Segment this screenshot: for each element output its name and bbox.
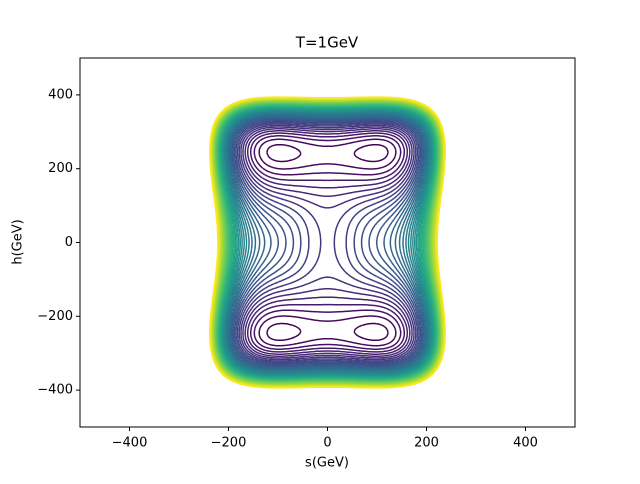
- contour-line: [209, 96, 446, 389]
- contour-line: [228, 115, 427, 370]
- x-tick-label: −400: [112, 436, 148, 451]
- y-axis-label: h(GeV): [11, 219, 26, 264]
- x-tick-label: 400: [513, 436, 538, 451]
- contour-line: [223, 109, 432, 376]
- contour-line: [266, 143, 389, 342]
- contour-line: [238, 123, 417, 362]
- contour-line: [224, 110, 431, 375]
- y-tick-label: −200: [37, 309, 73, 324]
- y-tick-label: 200: [48, 161, 73, 176]
- x-axis-label: s(GeV): [305, 456, 349, 471]
- y-tick-label: 0: [65, 235, 73, 250]
- contour-line: [258, 138, 397, 347]
- contour-line: [236, 121, 419, 364]
- contour-line: [235, 120, 420, 365]
- contour-group: [209, 96, 446, 389]
- chart-title: T=1GeV: [295, 34, 359, 52]
- y-tick-label: −400: [37, 383, 73, 398]
- contour-line: [226, 113, 429, 372]
- contour-line: [220, 107, 435, 378]
- contour-line: [224, 111, 431, 374]
- contour-line: [233, 119, 422, 366]
- x-tick-label: 0: [323, 436, 331, 451]
- contour-line: [225, 112, 430, 373]
- contour-line: [240, 124, 415, 361]
- y-tick-label: 400: [48, 87, 73, 102]
- contour-line: [227, 114, 428, 371]
- contour-line: [213, 100, 442, 385]
- contour-line: [242, 126, 413, 359]
- contour-line: [249, 132, 406, 353]
- contour-line: [232, 118, 423, 367]
- contour-line: [220, 106, 435, 379]
- contour-line: [246, 130, 409, 355]
- contour-line: [215, 103, 440, 382]
- x-tick-label: 200: [414, 436, 439, 451]
- x-tick-label: −200: [211, 436, 247, 451]
- contour-line: [244, 128, 411, 357]
- contour-line: [230, 116, 425, 369]
- contour-line: [231, 117, 424, 368]
- contour-line: [253, 135, 402, 350]
